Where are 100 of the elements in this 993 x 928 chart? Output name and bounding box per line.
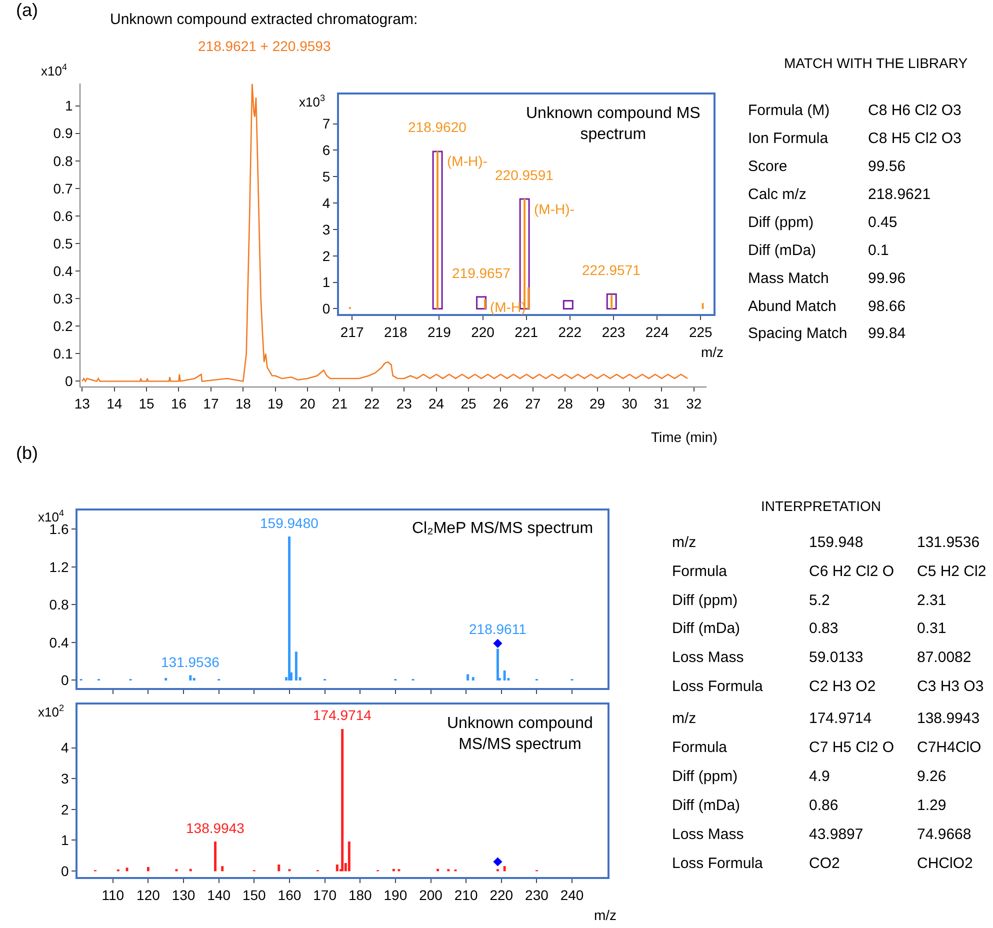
- annotation: 220.9591: [495, 167, 554, 183]
- x-tick-label: 13: [74, 396, 90, 412]
- category-label: Spacing Match: [748, 325, 848, 342]
- text: 0.83: [809, 620, 838, 637]
- x-tick-label: 120: [136, 886, 160, 903]
- x-tick-label: 200: [419, 886, 443, 903]
- y-tick-label: 1.2: [49, 558, 69, 575]
- x-tick-label: 21: [332, 396, 348, 412]
- x-tick-label: 217: [340, 324, 364, 340]
- category-label: Score: [748, 158, 788, 175]
- y-tick-label: 2: [60, 801, 69, 818]
- y-tick-label: 0.8: [49, 596, 69, 613]
- y-tick-label: 4: [322, 194, 330, 211]
- category-label: Loss Formula: [672, 855, 763, 872]
- text: C3 H3 O3: [917, 678, 984, 695]
- x-tick-label: 210: [454, 886, 478, 903]
- annotation: (M-H)-: [447, 153, 488, 169]
- x-tick-label: 180: [348, 886, 372, 903]
- annotation: 218.9611: [469, 621, 527, 637]
- category-label: Formula: [672, 563, 728, 580]
- text: C2 H3 O2: [809, 678, 876, 695]
- category-label: m/z: [672, 710, 696, 727]
- bar: [562, 300, 574, 310]
- x-tick-label: 23: [396, 396, 412, 412]
- category-label: Formula (M): [748, 102, 830, 119]
- text: CO2: [809, 855, 840, 872]
- category-label: Diff (ppm): [672, 768, 738, 785]
- text: C8 H6 Cl2 O3: [868, 102, 962, 119]
- text: CHClO2: [917, 855, 973, 872]
- text: 43.9897: [809, 826, 864, 843]
- y-tick-label: 6: [322, 142, 330, 158]
- y-tick-label: 3: [322, 221, 330, 238]
- y-tick-label: 0.5: [53, 235, 73, 252]
- x-tick-label: 19: [268, 396, 284, 412]
- annotation: 138.9943: [186, 820, 245, 836]
- text: 159.948: [809, 534, 864, 551]
- y-axis-title: x10$^{4}$: [41, 62, 68, 78]
- category-label: Diff (ppm): [672, 592, 738, 609]
- y-tick-label: 0.6: [53, 208, 73, 224]
- text: 74.9668: [917, 826, 972, 843]
- annotation: 218.9620: [408, 119, 467, 135]
- x-tick-label: 14: [106, 396, 122, 412]
- category-label: Loss Mass: [672, 826, 744, 843]
- text: 0.86: [809, 797, 838, 814]
- x-tick-label: 28: [557, 396, 574, 412]
- category-label: Ion Formula: [748, 130, 828, 147]
- annotation: 174.9714: [313, 707, 372, 723]
- chart-title: Unknown compound extracted chromatogram:: [110, 11, 418, 28]
- x-tick-label: 20: [300, 396, 316, 412]
- x-tick-label: 190: [384, 886, 408, 903]
- text: 59.0133: [809, 649, 864, 666]
- x-axis-title: Time (min): [651, 429, 718, 445]
- x-tick-label: 15: [138, 396, 155, 412]
- x-tick-label: 16: [170, 396, 187, 412]
- x-tick-label: 30: [622, 396, 638, 412]
- text: 99.56: [868, 158, 906, 175]
- text: 9.26: [917, 768, 946, 785]
- bar: [606, 293, 617, 310]
- y-tick-label: 0.7: [53, 180, 73, 196]
- category-label: Formula: [672, 739, 728, 756]
- y-tick-label: 0: [64, 373, 73, 390]
- text: 98.66: [868, 298, 906, 315]
- text: 131.9536: [917, 534, 980, 551]
- x-tick-label: 223: [602, 324, 626, 340]
- x-tick-label: 222: [558, 324, 582, 340]
- category-label: Diff (mDa): [672, 620, 740, 637]
- text: 87.0082: [917, 649, 972, 666]
- x-tick-label: 27: [525, 396, 541, 412]
- text: 5.2: [809, 592, 830, 609]
- y-tick-label: 7: [322, 116, 330, 132]
- category-label: Loss Formula: [672, 678, 763, 695]
- x-tick-label: 26: [492, 396, 509, 412]
- annotation: 159.9480: [260, 515, 319, 531]
- y-tick-label: 0: [60, 672, 69, 688]
- y-tick-label: 0.9: [53, 125, 73, 142]
- x-tick-label: 150: [242, 886, 266, 903]
- text: (a): [16, 0, 38, 20]
- annotation: 131.9536: [161, 654, 220, 670]
- text: 0.1: [868, 242, 889, 259]
- y-tick-label: 4: [60, 740, 69, 756]
- x-tick-label: 170: [313, 886, 337, 903]
- text: 99.84: [868, 325, 906, 342]
- category-label: Loss Mass: [672, 649, 744, 666]
- x-tick-label: 140: [207, 886, 231, 903]
- x-tick-label: 225: [688, 324, 713, 340]
- text: INTERPRETATION: [761, 498, 882, 514]
- x-tick-label: 220: [471, 324, 495, 340]
- x-tick-label: 18: [235, 396, 252, 412]
- y-tick-label: 0.1: [53, 346, 73, 362]
- text: C8 H5 Cl2 O3: [868, 130, 962, 147]
- text: 138.9943: [917, 710, 980, 727]
- y-tick-label: 0.8: [53, 152, 73, 169]
- y-tick-label: 0: [60, 862, 69, 879]
- y-tick-label: 5: [322, 168, 330, 184]
- y-tick-label: 2: [322, 248, 330, 264]
- text: (b): [16, 443, 38, 463]
- text: Unknown compound MS spectrum: [526, 105, 700, 143]
- text: Unknown compound MS/MS spectrum: [447, 715, 593, 753]
- text: C6 H2 Cl2 O: [809, 563, 894, 580]
- category-label: Diff (ppm): [748, 214, 814, 231]
